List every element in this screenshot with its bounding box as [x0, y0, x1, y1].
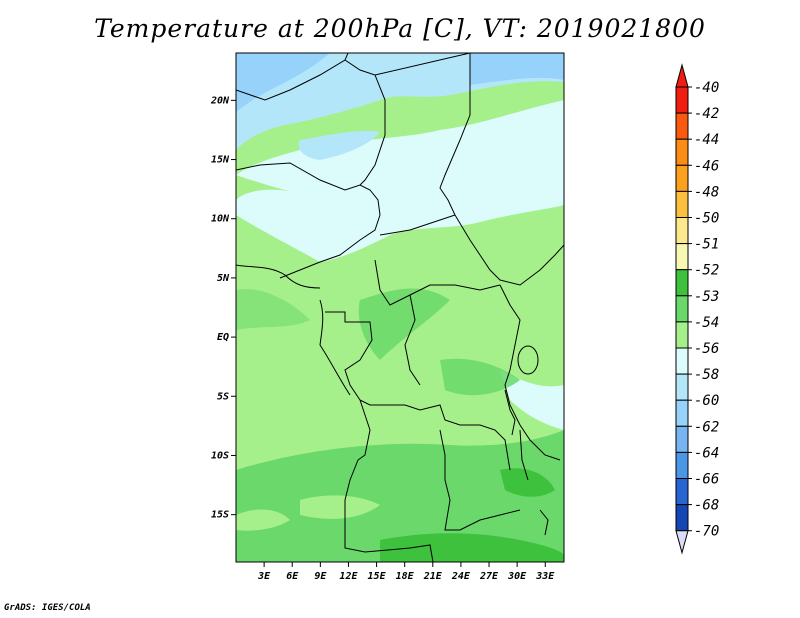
colorbar-label: -50 — [694, 211, 719, 227]
lon-tick-label: 24E — [451, 571, 471, 582]
field-52-patch — [500, 468, 555, 497]
colorbar-swatch — [675, 86, 689, 114]
lon-tick-label: 15E — [368, 571, 387, 582]
colorbar-swatch — [675, 321, 689, 349]
colorbar-swatch — [675, 217, 689, 245]
colorbar-swatch — [675, 347, 689, 375]
colorbar-label: -48 — [694, 184, 719, 200]
colorbar-label: -52 — [694, 263, 719, 279]
field-52-area — [380, 533, 564, 562]
colorbar-label: -70 — [694, 524, 719, 540]
field-56-area — [236, 100, 564, 220]
colorbar-swatch — [675, 504, 689, 532]
colorbar-swatch — [675, 478, 689, 506]
lon-tick-label: 3E — [257, 571, 271, 582]
field-58-area — [298, 130, 380, 160]
colorbar-label: -51 — [694, 237, 719, 253]
colorbar-swatch — [675, 112, 689, 140]
field-60-area — [470, 53, 564, 85]
field-54-patch — [236, 509, 290, 531]
longitude-ticks: 3E 6E 9E 12E 15E 18E 21E 24E 27E 30E 33E — [257, 562, 555, 582]
lon-tick-label: 12E — [339, 571, 358, 582]
colorbar-label: -44 — [694, 132, 719, 148]
lat-tick-label: 15N — [211, 155, 230, 166]
field-53-patch — [236, 289, 310, 330]
map-title: Temperature at 200hPa [C], VT: 201902180… — [94, 14, 706, 43]
lat-tick-label: 20N — [210, 95, 230, 106]
colorbar-label: -53 — [694, 289, 719, 305]
colorbar-label: -46 — [694, 158, 719, 174]
lat-tick-label: 10N — [211, 214, 230, 225]
lon-tick-label: 18E — [396, 571, 415, 582]
latitude-ticks: 20N 15N 10N 5N EQ 5S 10S 15S — [210, 95, 236, 521]
country-borders — [236, 53, 564, 562]
colorbar-swatch — [675, 295, 689, 323]
lon-tick-label: 21E — [423, 571, 443, 582]
colorbar-swatch — [675, 190, 689, 218]
colorbar-swatch — [675, 451, 689, 479]
field-56-area — [500, 370, 564, 430]
colorbar-label: -60 — [694, 393, 719, 409]
lat-tick-label: 15S — [211, 510, 229, 521]
field-54-patch — [300, 495, 380, 519]
lat-tick-label: 5S — [217, 391, 229, 402]
colorbar-swatch — [675, 399, 689, 427]
colorbar-swatch — [675, 373, 689, 401]
colorbar-swatch — [675, 243, 689, 271]
colorbar-swatch — [675, 138, 689, 166]
map-frame — [235, 52, 565, 563]
lon-tick-label: 9E — [314, 571, 327, 582]
temperature-field — [236, 53, 564, 562]
colorbar-label: -58 — [694, 367, 719, 383]
lat-tick-label: 10S — [211, 450, 229, 461]
field-53-patch — [440, 358, 520, 396]
colorbar-label: -64 — [694, 445, 719, 461]
lon-tick-label: 27E — [479, 571, 499, 582]
field-60-area — [236, 53, 330, 112]
lat-tick-label: EQ — [217, 332, 229, 343]
grads-credit: GrADS: IGES/COLA — [4, 603, 91, 613]
lon-tick-label: 30E — [507, 571, 527, 582]
colorbar-label: -40 — [694, 80, 719, 96]
colorbar-swatch — [675, 269, 689, 297]
field-53-patch — [358, 288, 450, 360]
colorbar: -40 -42 -44 -46 -48 -50 -51 -52 -53 -54 -56 -58 -60 -… — [675, 63, 719, 555]
colorbar-label: -56 — [694, 341, 719, 357]
lon-tick-label: 33E — [535, 571, 555, 582]
colorbar-swatch — [675, 164, 689, 192]
field-56-area — [236, 175, 564, 262]
colorbar-swatch — [675, 425, 689, 453]
colorbar-label: -68 — [694, 498, 719, 514]
colorbar-label: -42 — [694, 106, 719, 122]
colorbar-label: -66 — [694, 472, 719, 488]
lon-tick-label: 6E — [286, 571, 299, 582]
lakes — [504, 345, 549, 536]
colorbar-label: -54 — [694, 315, 719, 331]
field-53-area — [236, 430, 564, 562]
lat-tick-label: 5N — [217, 273, 230, 284]
colorbar-label: -62 — [694, 419, 719, 435]
colorbar-arrow-top — [675, 63, 689, 88]
colorbar-arrow-bottom — [675, 530, 689, 555]
